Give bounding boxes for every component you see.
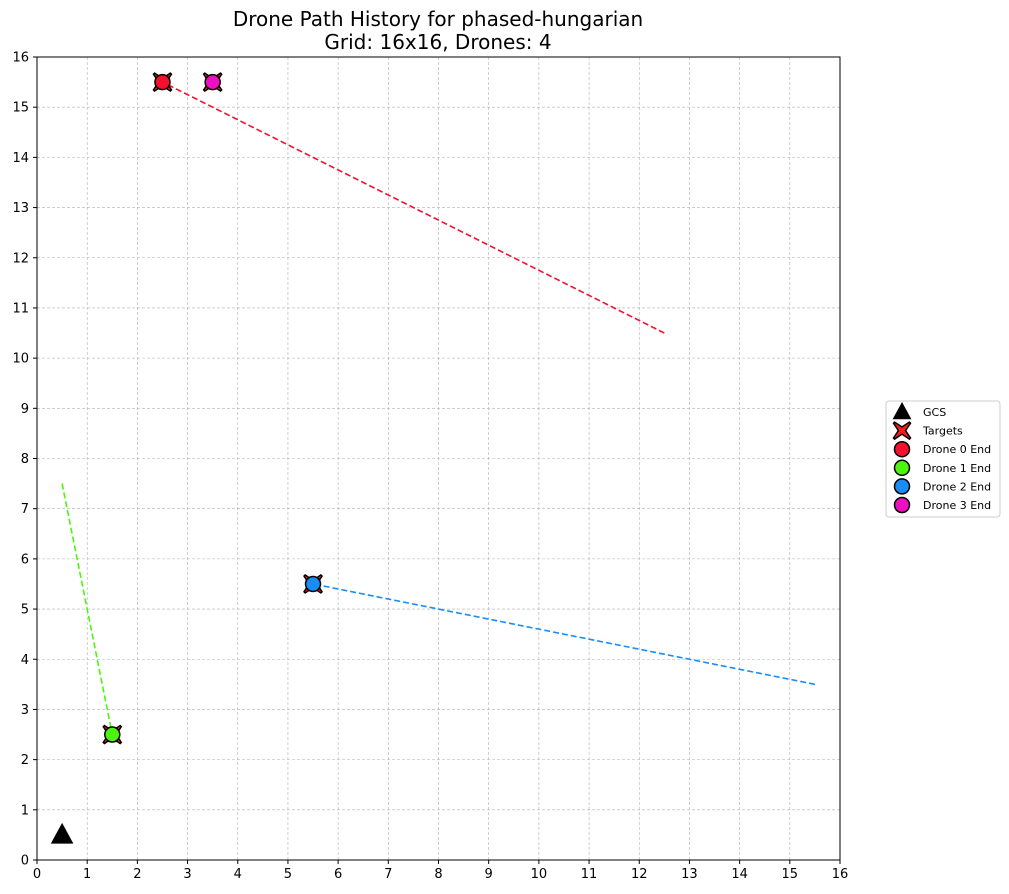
y-tick-label: 0	[21, 854, 29, 869]
x-tick-label: 8	[434, 867, 442, 882]
legend-drone-symbol	[893, 478, 911, 495]
x-tick-label: 10	[531, 867, 548, 882]
x-tick-label: 13	[681, 867, 698, 882]
y-tick-label: 5	[21, 603, 29, 618]
chart-title-line-2: Grid: 16x16, Drones: 4	[324, 30, 551, 54]
legend-label: Drone 1 End	[923, 462, 991, 475]
x-tick-label: 0	[33, 867, 41, 882]
drone-0-end-marker	[154, 73, 171, 91]
x-tick-label: 1	[83, 867, 91, 882]
x-tick-label: 7	[384, 867, 392, 882]
y-tick-label: 12	[12, 251, 29, 266]
drone-paths	[61, 81, 816, 735]
drone-1-path	[61, 483, 114, 735]
x-tick-label: 6	[334, 867, 342, 882]
x-tick-label: 4	[234, 867, 242, 882]
x-tick-label: 14	[731, 867, 748, 882]
x-tick-label: 2	[133, 867, 141, 882]
x-tick-label: 3	[183, 867, 191, 882]
y-tick-label: 15	[12, 101, 29, 116]
grid	[36, 56, 841, 861]
y-tick-label: 11	[12, 301, 29, 316]
gcs-marker	[50, 822, 74, 844]
legend-drone-symbol	[893, 459, 911, 477]
y-tick-label: 16	[12, 51, 29, 66]
legend-label: Drone 3 End	[923, 499, 991, 512]
chart-title-line-1: Drone Path History for phased-hungarian	[233, 7, 643, 31]
legend-drone-symbol	[893, 496, 911, 514]
y-tick-label: 6	[21, 552, 29, 567]
legend-box	[885, 400, 1001, 518]
y-tick-label: 4	[21, 653, 29, 668]
legend-label: Targets	[922, 425, 963, 438]
legend-targets-symbol	[892, 421, 912, 441]
drone-0-path	[162, 81, 665, 334]
legend-gcs-symbol	[892, 401, 912, 420]
legend: GCS Targets Drone 0 End Drone 1 End Drone 2 …	[885, 400, 1001, 518]
markers	[50, 72, 323, 844]
y-tick-label: 3	[21, 703, 29, 718]
x-tick-label: 15	[782, 867, 799, 882]
legend-label: GCS	[923, 406, 946, 419]
x-tick-label: 12	[631, 867, 648, 882]
x-tick-label: 11	[581, 867, 598, 882]
drone-1-end-marker	[104, 726, 121, 743]
x-tick-label: 9	[485, 867, 493, 882]
y-tick-label: 9	[21, 402, 29, 417]
drone-2-path	[312, 583, 816, 686]
legend-label: Drone 2 End	[923, 480, 991, 493]
y-tick-label: 14	[12, 151, 29, 166]
y-tick-label: 1	[21, 803, 29, 818]
legend-label: Drone 0 End	[923, 443, 991, 456]
x-tick-label: 5	[284, 867, 292, 882]
drone-2-end-marker	[304, 575, 322, 593]
y-tick-label: 8	[21, 452, 29, 467]
x-tick-label: 16	[832, 867, 849, 882]
y-tick-label: 2	[21, 753, 29, 768]
axis-ticks: 0 1 2 3 4 5 6 7 8 9 10 11 12 13 14 15 160123456789101112…	[12, 51, 848, 883]
y-tick-label: 10	[12, 352, 29, 367]
y-tick-label: 7	[21, 502, 29, 517]
drone-3-end-marker	[204, 73, 221, 91]
legend-drone-symbol	[893, 440, 911, 458]
y-tick-label: 13	[12, 201, 29, 216]
